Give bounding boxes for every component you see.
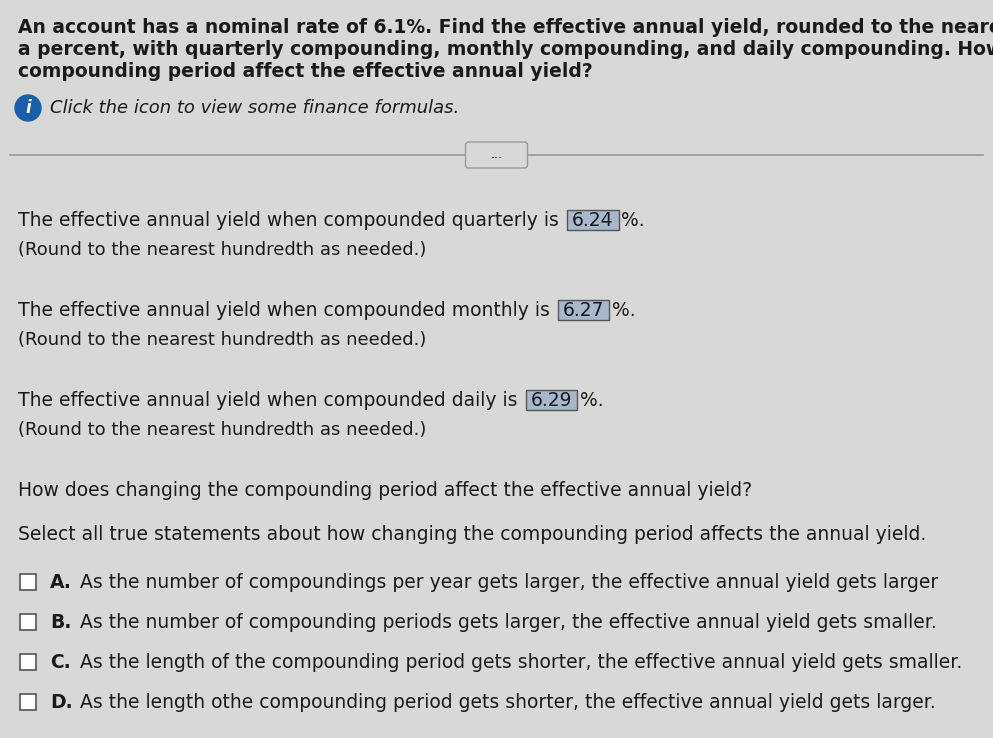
Text: 6.24: 6.24 [572,210,614,230]
Text: (Round to the nearest hundredth as needed.): (Round to the nearest hundredth as neede… [18,421,426,439]
Text: The effective annual yield when compounded quarterly is: The effective annual yield when compound… [18,210,565,230]
FancyBboxPatch shape [20,654,36,670]
Text: The effective annual yield when compounded daily is: The effective annual yield when compound… [18,390,523,410]
Text: compounding period affect the effective annual yield?: compounding period affect the effective … [18,62,593,81]
FancyBboxPatch shape [20,574,36,590]
Text: (Round to the nearest hundredth as needed.): (Round to the nearest hundredth as neede… [18,331,426,349]
Text: As the number of compounding periods gets larger, the effective annual yield get: As the number of compounding periods get… [68,613,936,632]
Text: i: i [25,99,31,117]
Text: C.: C. [50,652,71,672]
Text: The effective annual yield when compounded monthly is: The effective annual yield when compound… [18,300,556,320]
Text: As the length of the compounding period gets shorter, the effective annual yield: As the length of the compounding period … [68,652,962,672]
Text: How does changing the compounding period affect the effective annual yield?: How does changing the compounding period… [18,480,752,500]
Text: (Round to the nearest hundredth as needed.): (Round to the nearest hundredth as neede… [18,241,426,259]
Text: %.: %. [613,300,636,320]
Circle shape [15,95,41,121]
Text: Select all true statements about how changing the compounding period affects the: Select all true statements about how cha… [18,525,926,545]
Text: ...: ... [491,148,502,162]
FancyBboxPatch shape [558,300,610,320]
FancyBboxPatch shape [20,694,36,710]
Text: D.: D. [50,692,72,711]
FancyBboxPatch shape [525,390,577,410]
Text: B.: B. [50,613,71,632]
Text: 6.27: 6.27 [563,300,605,320]
Text: a percent, with quarterly compounding, monthly compounding, and daily compoundin: a percent, with quarterly compounding, m… [18,40,993,59]
Text: An account has a nominal rate of 6.1%. Find the effective annual yield, rounded : An account has a nominal rate of 6.1%. F… [18,18,993,37]
FancyBboxPatch shape [20,614,36,630]
FancyBboxPatch shape [567,210,619,230]
Text: %.: %. [622,210,645,230]
Text: As the number of compoundings per year gets larger, the effective annual yield g: As the number of compoundings per year g… [68,573,938,591]
Text: %.: %. [580,390,604,410]
Text: Click the icon to view some finance formulas.: Click the icon to view some finance form… [50,99,459,117]
Text: A.: A. [50,573,71,591]
FancyBboxPatch shape [466,142,527,168]
Text: As the length o⁠the compounding period gets shorter, the effective annual yield : As the length o⁠the compounding period g… [68,692,935,711]
Text: 6.29: 6.29 [530,390,572,410]
